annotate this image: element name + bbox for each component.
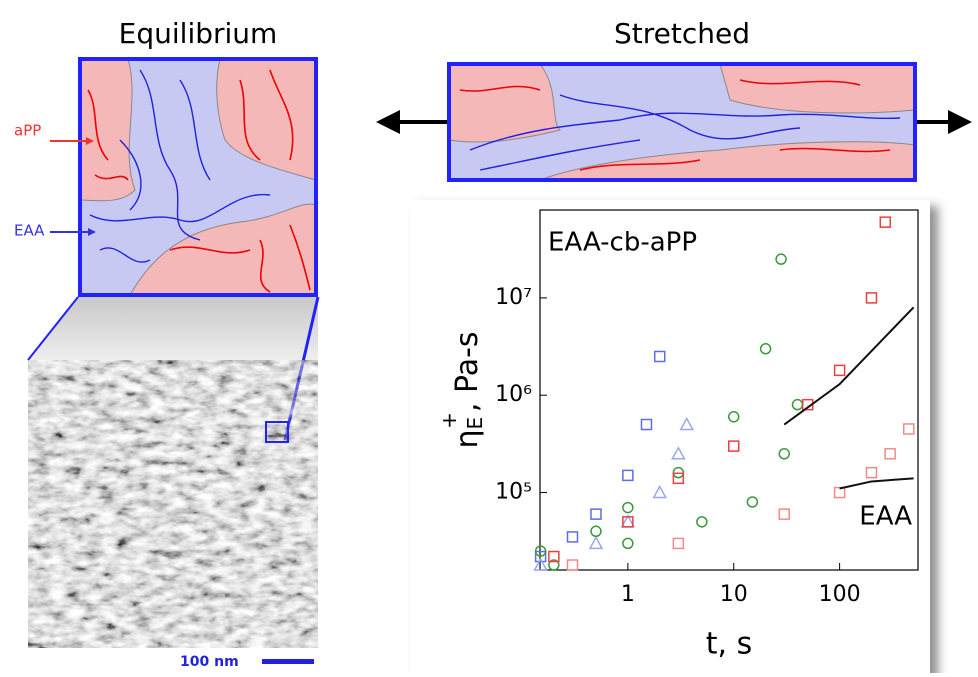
x-axis-label: t, s — [706, 627, 752, 662]
annotation: EAA-cb-aPP — [548, 228, 697, 258]
y-tick-label: 10⁵ — [495, 480, 532, 505]
x-tick-label: 10 — [720, 582, 748, 607]
eaa-label: EAA — [14, 222, 45, 240]
scale-bar-label: 100 nm — [180, 654, 239, 670]
equilibrium-diagram: aPP EAA 100 nm — [14, 59, 318, 670]
stretched-title: Stretched — [614, 17, 750, 50]
equilibrium-title: Equilibrium — [119, 17, 278, 50]
y-axis-label-part: E — [463, 417, 487, 430]
page: {"diagram":{"equilibrium_title":"Equilib… — [0, 0, 978, 677]
y-axis-label-part: + — [437, 412, 461, 429]
annotation: EAA — [859, 502, 912, 532]
app-label: aPP — [14, 122, 41, 140]
figure: Equilibrium Stretched aPP EAA 100 nm 1 10… — [0, 0, 978, 673]
y-axis-label-part: η — [450, 430, 485, 449]
y-axis-label-part: , Pa-s — [450, 331, 485, 412]
x-tick-label: 100 — [819, 582, 861, 607]
y-tick-label: 10⁷ — [495, 285, 532, 310]
y-tick-label: 10⁶ — [495, 382, 532, 407]
stretched-diagram — [376, 64, 972, 180]
x-tick-label: 1 — [621, 582, 635, 607]
